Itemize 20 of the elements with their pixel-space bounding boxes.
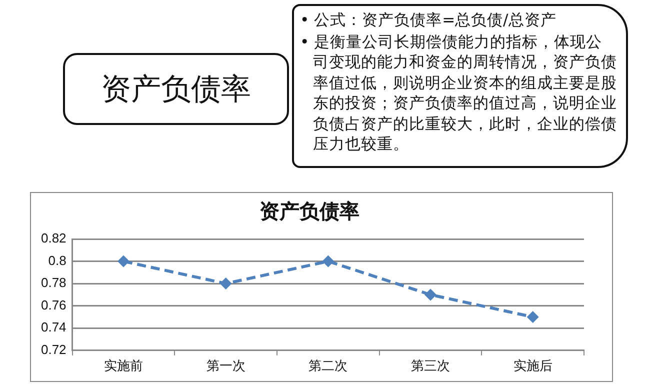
- y-tick-label: 0.72: [40, 342, 66, 357]
- y-tick-label: 0.76: [40, 297, 66, 312]
- point: [220, 278, 232, 290]
- y-tick-label: 0.82: [40, 230, 66, 246]
- x-tick-label: 第二次: [308, 358, 348, 373]
- point: [117, 255, 130, 268]
- x-tick-label: 第三次: [410, 358, 450, 373]
- point: [526, 310, 539, 323]
- y-tick-label: 0.8: [48, 252, 66, 268]
- y-tick-label: 0.74: [40, 320, 66, 335]
- point: [322, 255, 334, 268]
- x-tick-label: 第一次: [206, 358, 246, 373]
- text: • 是衡量公司长期偿债能力的指标，体现公司变现的能力和资金的周转情况，资产负债率值过低，则说明企业资本的组成主要是股东的投资；资产负债率的值过高，说明企业负债占资产的比重较大，此时，企业的偿债压力也较重。: [300, 32, 618, 154]
- text: 资产负债率: [63, 53, 289, 125]
- x-tick-label: 实施前: [104, 358, 143, 373]
- text: • 公式：资产负债率=总负债/总资产: [300, 10, 558, 30]
- point: [424, 288, 436, 301]
- chart-title: 资产负债率: [260, 199, 360, 224]
- x-tick-label: 实施后: [513, 358, 552, 373]
- y-tick-label: 0.78: [40, 275, 66, 290]
